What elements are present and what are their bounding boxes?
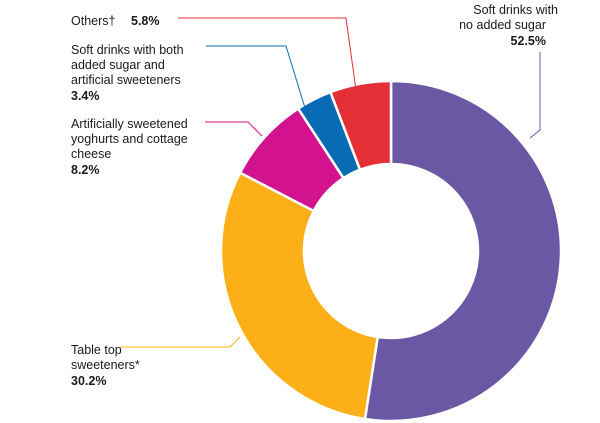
slice-others — [328, 79, 393, 172]
leader-line — [205, 121, 263, 137]
label-soft-drinks-both: Soft drinks with both added sugar and ar… — [71, 43, 184, 103]
label-soft-drinks-no-added-sugar: Soft drinks with no added sugar 52.5% — [459, 3, 558, 48]
leader-line — [120, 336, 241, 348]
slice-label-line: no added sugar — [459, 18, 546, 32]
slice-value-label: 30.2% — [71, 374, 106, 388]
leader-line — [178, 17, 357, 91]
slice-label-line: artificial sweeteners — [71, 73, 181, 87]
leader-line — [529, 52, 541, 139]
slice-label-line: yoghurts and cottage — [71, 132, 188, 146]
slice-label-line: cheese — [71, 147, 111, 161]
slice-value-label: 52.5% — [511, 34, 546, 48]
donut-slices — [219, 79, 563, 423]
slice-table-top-sweeteners — [219, 171, 380, 421]
slice-label-line: sweeteners* — [71, 358, 140, 372]
slice-label-line: Others† — [71, 14, 116, 28]
slice-label-line: Table top — [71, 343, 122, 357]
slice-value-label: 8.2% — [71, 163, 100, 177]
slice-label-line: Soft drinks with — [473, 3, 558, 17]
label-artificially-sweetened-yoghurts: Artificially sweetened yoghurts and cott… — [71, 117, 188, 177]
slice-label-line: Soft drinks with both — [71, 43, 184, 57]
leader-lines — [120, 17, 541, 348]
slice-soft-drinks-no-added-sugar — [363, 79, 563, 423]
slice-label-line: Artificially sweetened — [71, 117, 188, 131]
label-table-top-sweeteners: Table top sweeteners* 30.2% — [71, 343, 140, 388]
slice-label-line: added sugar and — [71, 58, 165, 72]
slice-value-label: 5.8% — [131, 14, 160, 28]
slice-value-label: 3.4% — [71, 89, 100, 103]
leader-line — [206, 45, 306, 109]
label-others: Others† 5.8% — [71, 14, 160, 28]
